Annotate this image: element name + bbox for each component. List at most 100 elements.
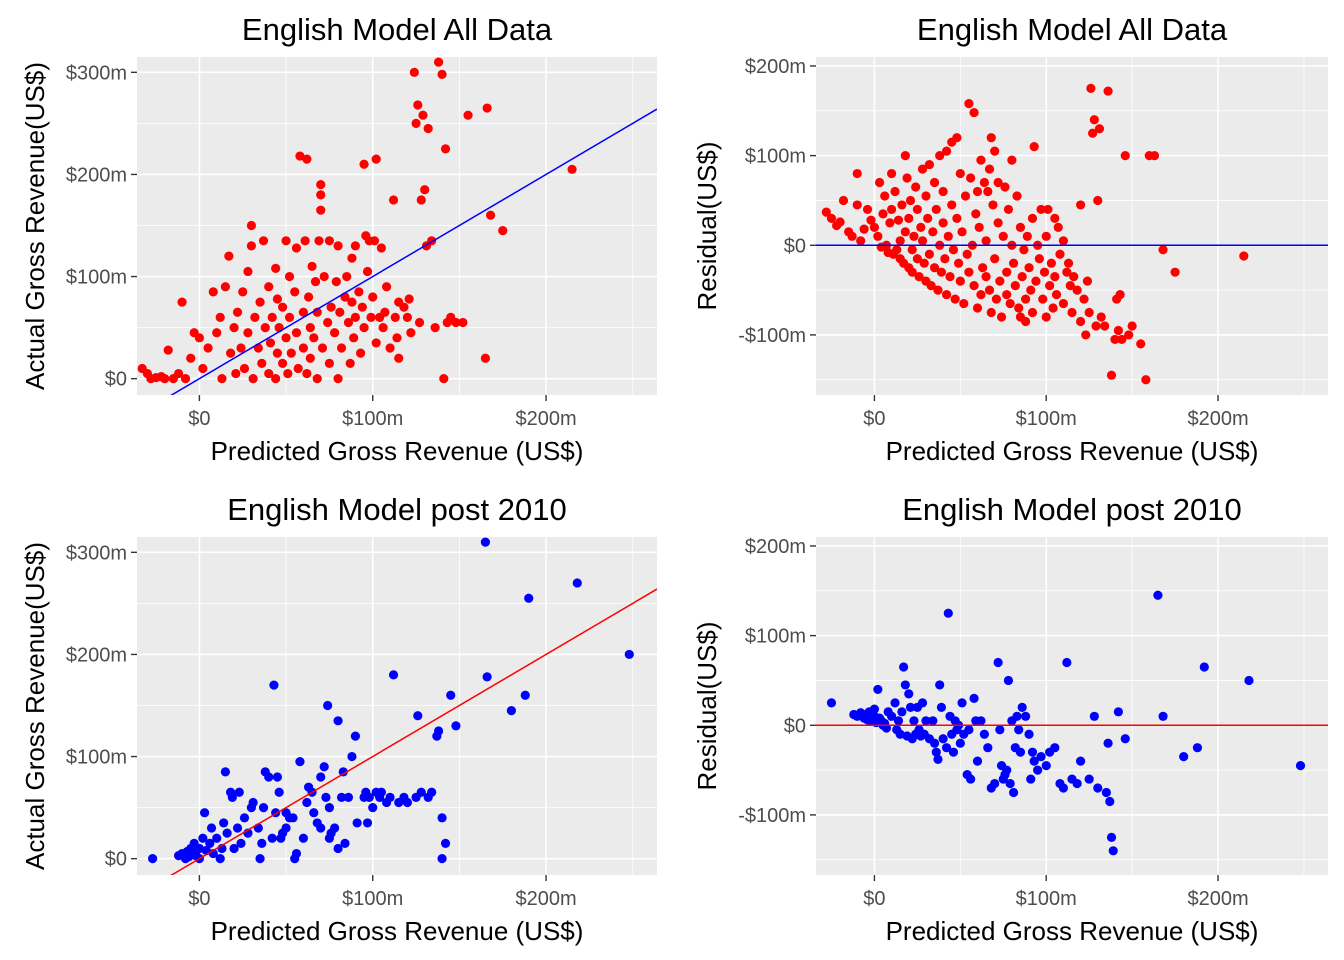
chart-2-data-point (1021, 294, 1031, 304)
chart-3-data-point (298, 833, 308, 843)
chart-1-data-point (302, 368, 312, 379)
chart-2-data-point (1050, 213, 1060, 223)
chart-1-data-point (238, 287, 248, 297)
chart-1-data-point (423, 123, 433, 134)
chart-3-x-axis-title: Predicted Gross Revenue (US$) (211, 916, 584, 946)
chart-4-data-point (869, 704, 880, 714)
chart-3-y-tick-label: $300m (66, 542, 127, 564)
chart-1-data-point (231, 368, 241, 379)
chart-1-data-point (243, 266, 253, 277)
chart-3-data-point (368, 803, 378, 813)
chart-2-data-point (1136, 339, 1146, 349)
chart-2-data-point (838, 195, 849, 206)
chart-1-data-point (458, 317, 468, 328)
chart-1-data-point (319, 271, 329, 282)
chart-1-title: English Model All Data (242, 12, 553, 47)
chart-1-data-point (347, 253, 357, 263)
chart-1-data-point (316, 180, 326, 190)
chart-3-data-point (234, 787, 244, 797)
chart-3-data-point (316, 772, 326, 782)
chart-2-data-point (940, 254, 950, 264)
chart-2-data-point (869, 222, 880, 232)
chart-1-data-point (388, 195, 399, 205)
chart-2-data-point (984, 285, 995, 295)
chart-4-data-point (943, 608, 953, 618)
chart-3-data-point (506, 705, 516, 716)
chart-1-data-point (281, 236, 291, 246)
chart-4-y-tick-label: $0 (784, 715, 806, 737)
chart-1-data-point (186, 353, 196, 363)
chart-4-data-point (1120, 734, 1130, 744)
chart-2-data-point (929, 177, 940, 188)
chart-4-data-point (1072, 778, 1082, 789)
chart-1-data-point (567, 164, 577, 174)
chart-2-data-point (1008, 258, 1019, 268)
chart-2-data-point (1067, 307, 1077, 318)
chart-1-data-point (330, 328, 340, 338)
chart-1-data-point (411, 118, 421, 128)
chart-4-data-point (1017, 702, 1027, 712)
chart-3-data-point (222, 828, 232, 838)
chart-2-data-point (955, 276, 965, 286)
chart-3-data-point (385, 792, 395, 802)
chart-4-data-point (873, 684, 883, 695)
chart-3-data-point (352, 818, 362, 828)
chart-4-y-axis-title: Residual(US$) (692, 621, 722, 790)
chart-3-data-point (347, 751, 357, 762)
chart-1-data-point (246, 241, 256, 251)
chart-3-data-point (229, 843, 239, 854)
chart-3-data-point (343, 792, 354, 802)
chart-2-data-point (972, 186, 983, 197)
chart-2-data-point (880, 191, 890, 201)
chart-2-data-point (1036, 204, 1046, 215)
chart-1-x-tick-label: $0 (188, 408, 210, 430)
chart-2-data-point (1039, 267, 1050, 277)
chart-4-data-point (1021, 711, 1031, 721)
chart-2-data-point (1065, 281, 1075, 291)
chart-1-data-point (243, 328, 253, 338)
chart-2-data-point (1158, 245, 1168, 255)
chart-1-data-point (298, 307, 308, 317)
chart-2-data-point (835, 217, 845, 227)
chart-2-data-point (912, 204, 922, 215)
chart-1-data-point (284, 312, 295, 322)
chart-2-y-tick-label: $0 (784, 235, 806, 257)
chart-2-data-point (907, 245, 917, 255)
chart-1-data-point (390, 312, 400, 322)
chart-2-data-point (1043, 204, 1053, 215)
chart-1-y-tick-label: $100m (66, 267, 127, 289)
chart-4-data-point (886, 711, 897, 721)
chart-3-title: English Model post 2010 (227, 492, 567, 527)
chart-2-data-point (1120, 151, 1130, 161)
chart-3-data-point (205, 838, 215, 848)
chart-2-data-point (1063, 258, 1074, 268)
chart-1-data-point (437, 69, 447, 79)
chart-2-data-point (962, 249, 972, 259)
chart-4-data-point (1108, 846, 1118, 856)
chart-1-data-point (309, 333, 319, 343)
chart-2-data-point (1106, 370, 1117, 380)
chart-2-data-point (847, 231, 857, 241)
chart-1-data-point (307, 261, 317, 271)
chart-2-data-point (886, 204, 897, 215)
chart-2-data-point (917, 164, 928, 174)
chart-2-data-point (1075, 316, 1086, 327)
chart-2-data-point (1002, 267, 1012, 277)
chart-4-data-point (890, 698, 900, 708)
chart-3-data-point (200, 808, 210, 818)
chart-4-data-point (935, 680, 945, 690)
chart-1-data-point (354, 287, 364, 297)
chart-1-data-point (174, 368, 184, 379)
chart-1-data-point (248, 374, 258, 384)
chart-3-data-point (340, 838, 350, 848)
chart-3-y-tick-label: $200m (66, 644, 127, 666)
chart-2-data-point (852, 200, 862, 210)
chart-1-data-point (463, 110, 473, 120)
chart-3: $0 $100m $200m $0 $100m $200m $300m English Mod… (20, 492, 657, 946)
chart-3-data-point (319, 762, 329, 772)
chart-1-data-point (180, 374, 191, 384)
chart-4-data-point (938, 734, 948, 744)
chart-1-data-point (232, 307, 243, 317)
chart-1-data-point (480, 353, 490, 363)
chart-1-data-point (286, 348, 296, 358)
